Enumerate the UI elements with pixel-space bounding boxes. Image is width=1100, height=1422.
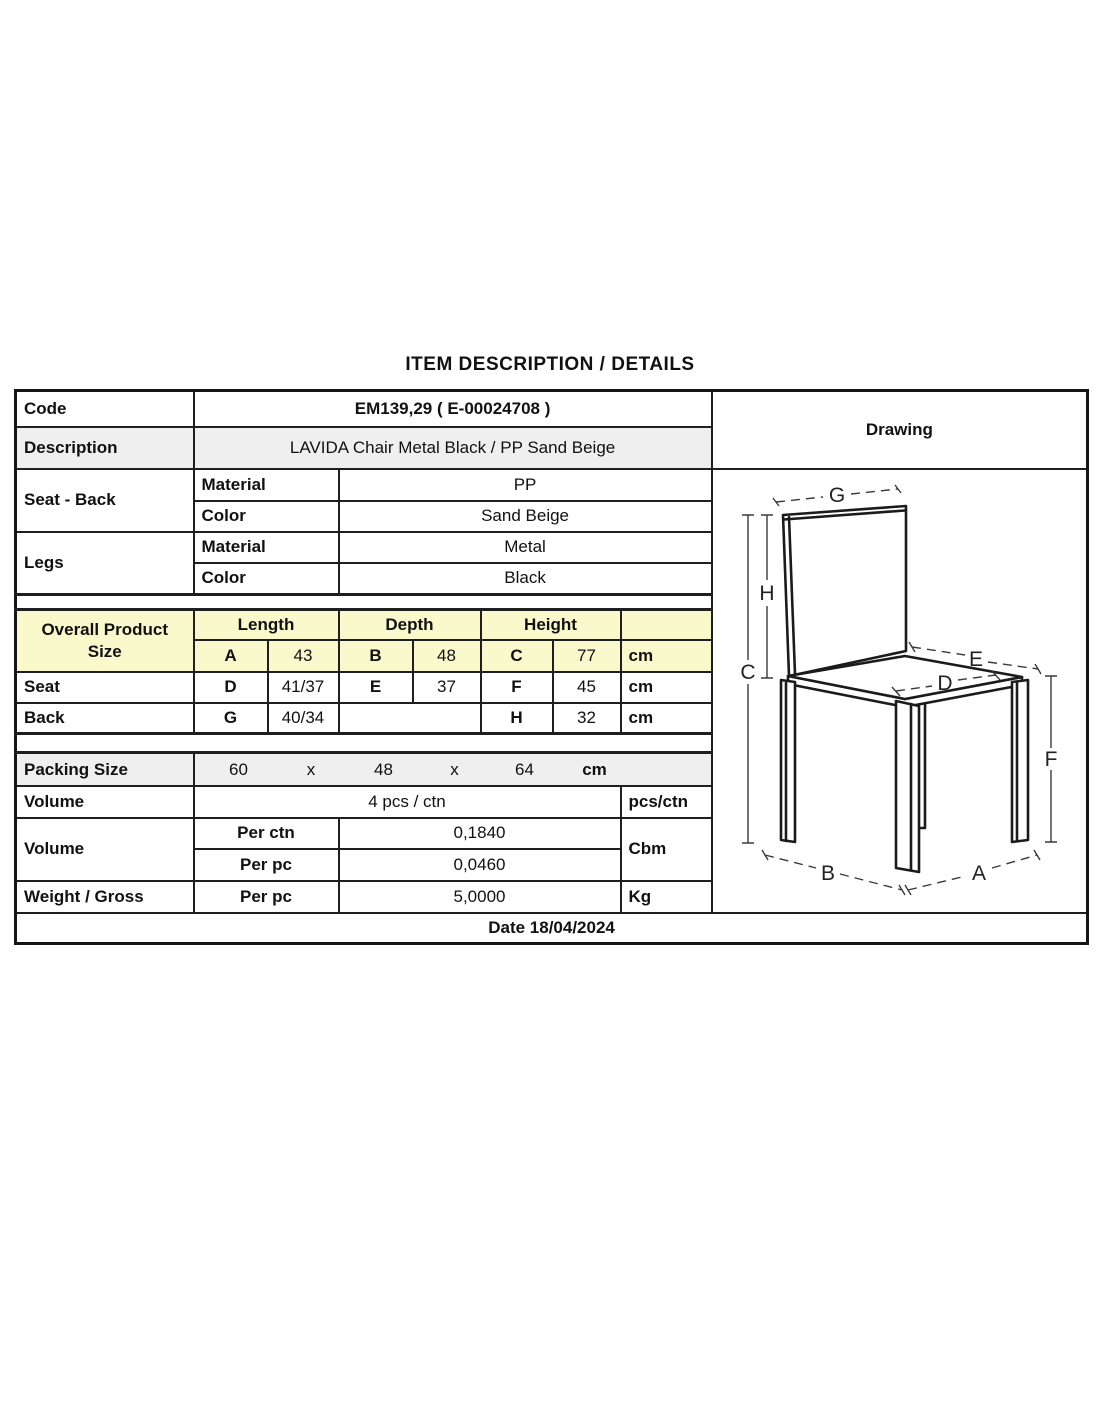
- per-ctn-label: Per ctn: [192, 816, 340, 850]
- chair-backrest: [781, 504, 907, 677]
- dimension-labels: G H C E D F B A: [740, 484, 1057, 885]
- overall-value-b: 48: [411, 638, 482, 673]
- overall-key-a: A: [192, 638, 269, 673]
- legs-color-label: Color: [192, 562, 340, 596]
- dimension-lines: [741, 484, 1057, 895]
- depth-column-header: Depth: [337, 608, 482, 641]
- weight-unit: Kg: [619, 879, 713, 914]
- legs-label: Legs: [14, 530, 195, 596]
- volume-pcs-value: 4 pcs / ctn: [192, 784, 622, 819]
- packing-size-values: 60 x 48 x 64 cm: [192, 751, 713, 787]
- chair-left-leg: [779, 678, 796, 843]
- size-section-header: Overall Product Size: [14, 608, 195, 673]
- dim-label-c: C: [740, 661, 755, 684]
- dim-label-d: D: [937, 672, 952, 695]
- volume-pcs-label: Volume: [14, 784, 195, 819]
- code-label: Code: [14, 389, 195, 428]
- overall-unit: cm: [619, 638, 713, 673]
- size-unit-header-empty: [619, 608, 713, 641]
- dim-label-h: H: [759, 582, 774, 605]
- legs-material-value: Metal: [337, 530, 713, 565]
- back-value-g: 40/34: [266, 701, 340, 735]
- volume-pcs-unit: pcs/ctn: [619, 784, 713, 819]
- dim-label-g: G: [828, 484, 844, 507]
- legs-material-label: Material: [192, 530, 340, 565]
- overall-value-c: 77: [551, 638, 622, 673]
- dim-label-e: E: [969, 648, 983, 671]
- packing-dim-1: 60: [229, 759, 248, 779]
- size-header-line2: Size: [87, 641, 122, 661]
- volume-cbm-unit: Cbm: [619, 816, 713, 882]
- chair-front-leg: [894, 699, 920, 873]
- back-unit: cm: [619, 701, 713, 735]
- volume-cbm-label: Volume: [14, 816, 195, 882]
- chair-drawing-cell: G H C E D F B A: [710, 467, 1089, 914]
- per-pc-label: Per pc: [192, 847, 340, 882]
- packing-sep-1: x: [306, 759, 316, 779]
- packing-size-label: Packing Size: [14, 751, 195, 787]
- page-title: ITEM DESCRIPTION / DETAILS: [405, 354, 695, 375]
- description-label: Description: [14, 425, 195, 470]
- back-key-h: H: [479, 701, 554, 735]
- length-column-header: Length: [192, 608, 340, 641]
- weight-label: Weight / Gross: [14, 879, 195, 914]
- seat-value-f: 45: [551, 670, 622, 704]
- seat-unit: cm: [619, 670, 713, 704]
- per-pc-value: 0,0460: [337, 847, 622, 882]
- size-header-line1: Overall Product: [41, 620, 169, 640]
- code-value: EM139,29 ( E-00024708 ): [192, 389, 713, 428]
- spacer-row-1: [14, 592, 713, 611]
- chair-right-leg: [1010, 678, 1029, 843]
- back-row-empty-cell: [337, 701, 482, 735]
- seat-back-material-value: PP: [337, 467, 713, 502]
- seat-value-e: 37: [411, 670, 482, 704]
- seat-back-label: Seat - Back: [14, 467, 195, 533]
- seat-back-color-value: Sand Beige: [337, 499, 713, 533]
- seat-back-color-label: Color: [192, 499, 340, 533]
- overall-value-a: 43: [266, 638, 340, 673]
- packing-dim-2: 48: [374, 759, 393, 779]
- per-ctn-value: 0,1840: [337, 816, 622, 850]
- seat-key-e: E: [337, 670, 414, 704]
- chair-outline: [779, 504, 1029, 873]
- back-value-h: 32: [551, 701, 622, 735]
- packing-sep-2: x: [450, 759, 459, 779]
- weight-per-pc-label: Per pc: [192, 879, 340, 914]
- dim-label-a: A: [972, 862, 986, 885]
- chair-seat: [786, 654, 1023, 700]
- overall-key-c: C: [479, 638, 554, 673]
- overall-key-b: B: [337, 638, 414, 673]
- dim-label-b: B: [821, 862, 835, 885]
- date-row: Date 18/04/2024: [14, 911, 1089, 945]
- height-column-header: Height: [479, 608, 622, 641]
- drawing-header: Drawing: [710, 389, 1089, 470]
- spec-table: Code EM139,29 ( E-00024708 ) Drawing Des…: [14, 389, 1090, 945]
- legs-color-value: Black: [337, 562, 713, 596]
- back-key-g: G: [192, 701, 269, 735]
- document-page: ITEM DESCRIPTION / DETAILS Code EM139,29…: [14, 354, 1090, 945]
- weight-value: 5,0000: [337, 879, 622, 914]
- dim-label-f: F: [1044, 748, 1057, 771]
- back-row-label: Back: [14, 701, 195, 735]
- seat-key-f: F: [479, 670, 554, 704]
- spacer-row-2: [14, 732, 713, 755]
- seat-value-d: 41/37: [266, 670, 340, 704]
- packing-unit: cm: [582, 759, 607, 779]
- seat-back-material-label: Material: [192, 467, 340, 502]
- chair-drawing: G H C E D F B A: [740, 484, 1057, 895]
- seat-key-d: D: [192, 670, 269, 704]
- seat-row-label: Seat: [14, 670, 195, 704]
- packing-dim-3: 64: [515, 759, 534, 779]
- description-value: LAVIDA Chair Metal Black / PP Sand Beige: [192, 425, 713, 470]
